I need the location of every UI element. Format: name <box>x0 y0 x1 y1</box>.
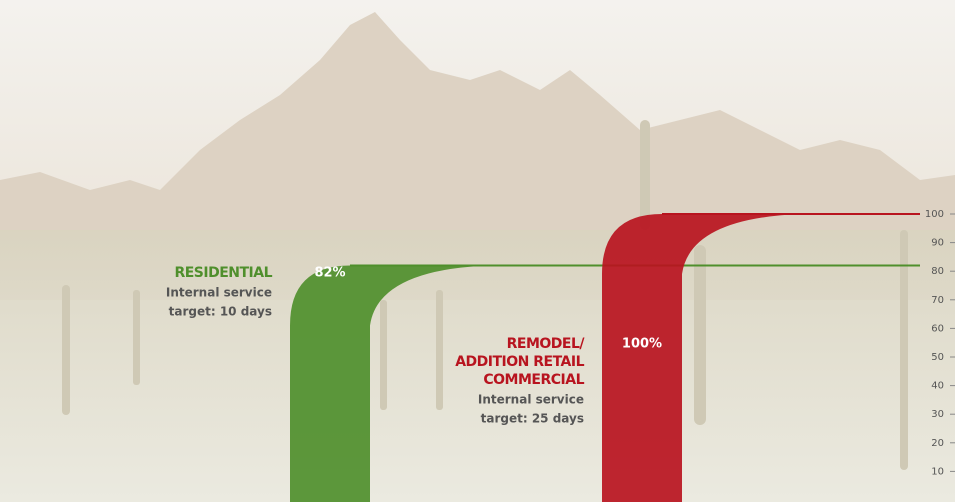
bar <box>290 265 490 502</box>
category-subtitle: Internal service <box>166 286 272 300</box>
bar <box>602 214 802 502</box>
category-subtitle: target: 10 days <box>169 305 272 319</box>
y-tick-label: 10 <box>931 466 944 477</box>
cacti <box>62 120 908 470</box>
desert-ground <box>0 230 955 502</box>
category-label: REMODEL/ <box>507 336 586 352</box>
y-tick-label: 80 <box>931 266 944 277</box>
y-tick-label: 60 <box>931 323 944 334</box>
y-tick-label: 70 <box>931 295 944 306</box>
y-tick-label: 50 <box>931 352 944 363</box>
value-label: 100% <box>622 337 662 352</box>
y-tick-label: 100 <box>925 209 944 220</box>
y-tick-label: 20 <box>931 438 944 449</box>
y-tick-label: 30 <box>931 409 944 420</box>
category-label: RESIDENTIAL <box>174 265 272 281</box>
category-label: ADDITION RETAIL <box>455 354 584 370</box>
y-tick-label: 40 <box>931 381 944 392</box>
value-label: 82% <box>314 266 345 281</box>
category-subtitle: target: 25 days <box>481 412 584 426</box>
category-label: COMMERCIAL <box>483 372 584 388</box>
category-subtitle: Internal service <box>478 393 584 407</box>
y-tick-label: 90 <box>931 238 944 249</box>
